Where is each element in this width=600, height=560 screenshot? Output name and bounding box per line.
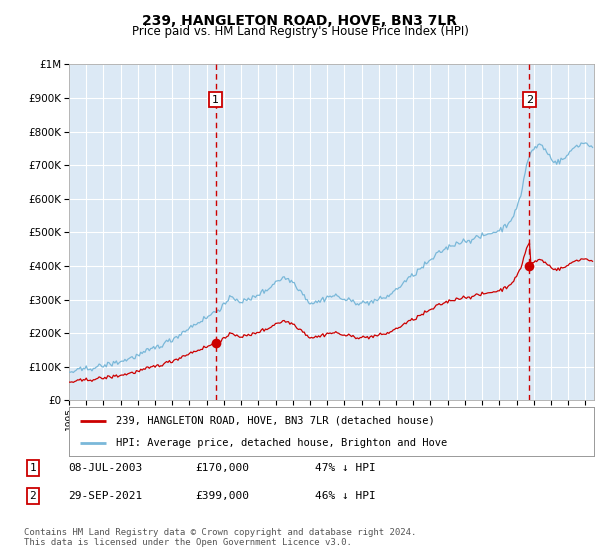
Text: HPI: Average price, detached house, Brighton and Hove: HPI: Average price, detached house, Brig…: [116, 437, 448, 447]
Text: Contains HM Land Registry data © Crown copyright and database right 2024.
This d: Contains HM Land Registry data © Crown c…: [24, 528, 416, 547]
Text: 29-SEP-2021: 29-SEP-2021: [68, 491, 142, 501]
Text: 2: 2: [29, 491, 37, 501]
Text: 239, HANGLETON ROAD, HOVE, BN3 7LR: 239, HANGLETON ROAD, HOVE, BN3 7LR: [143, 14, 458, 28]
Text: £170,000: £170,000: [195, 463, 249, 473]
Text: 2: 2: [526, 95, 533, 105]
Text: 46% ↓ HPI: 46% ↓ HPI: [314, 491, 376, 501]
Text: 1: 1: [29, 463, 37, 473]
Text: £399,000: £399,000: [195, 491, 249, 501]
Text: 08-JUL-2003: 08-JUL-2003: [68, 463, 142, 473]
Text: 47% ↓ HPI: 47% ↓ HPI: [314, 463, 376, 473]
Text: 1: 1: [212, 95, 219, 105]
Text: Price paid vs. HM Land Registry's House Price Index (HPI): Price paid vs. HM Land Registry's House …: [131, 25, 469, 38]
Text: 239, HANGLETON ROAD, HOVE, BN3 7LR (detached house): 239, HANGLETON ROAD, HOVE, BN3 7LR (deta…: [116, 416, 435, 426]
